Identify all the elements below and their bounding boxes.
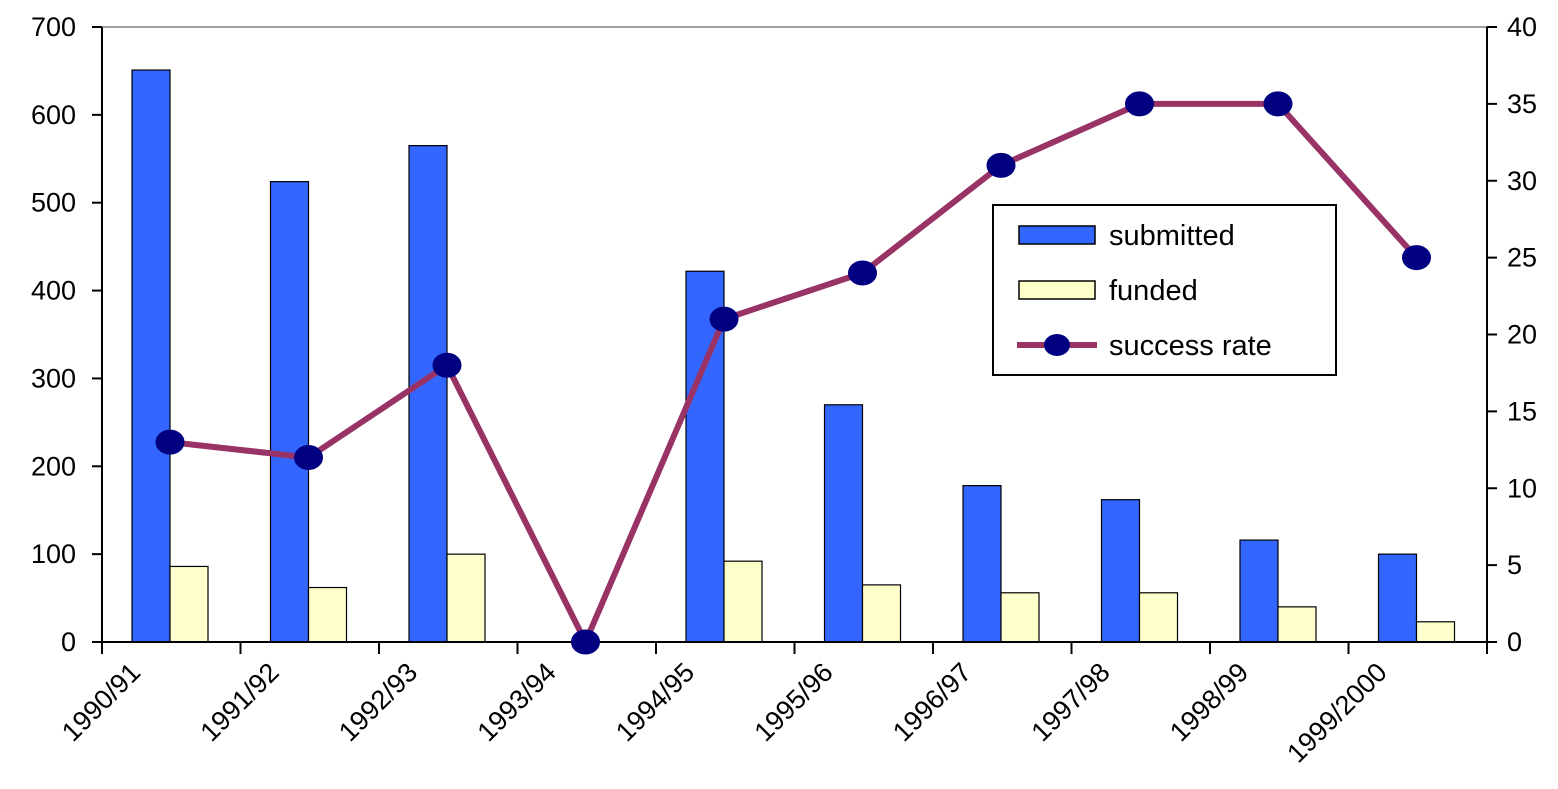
x-tick-label: 1992/93 xyxy=(333,657,423,747)
bar-submitted xyxy=(408,145,448,643)
y-left-tick-label: 0 xyxy=(61,627,76,657)
legend-swatch-submitted xyxy=(1018,225,1096,245)
y-left-tick-label: 600 xyxy=(31,100,76,130)
y-right-tick-label: 20 xyxy=(1507,320,1537,350)
point-success-rate xyxy=(571,629,600,655)
legend-label: submitted xyxy=(1109,220,1235,252)
y-left-tick-label: 400 xyxy=(31,276,76,306)
y-right-tick-label: 0 xyxy=(1507,627,1522,657)
bar-submitted xyxy=(131,69,171,643)
bar-funded xyxy=(1277,606,1317,643)
x-tick-label: 1999/2000 xyxy=(1281,657,1392,768)
bar-funded xyxy=(446,553,486,643)
point-success-rate xyxy=(709,306,739,332)
y-right-tick-label: 15 xyxy=(1507,396,1537,426)
x-tick-label: 1997/98 xyxy=(1026,657,1116,747)
bar-submitted xyxy=(269,181,310,643)
point-success-rate xyxy=(1402,245,1431,271)
x-tick-label: 1991/92 xyxy=(195,657,285,747)
point-success-rate xyxy=(848,260,877,286)
point-success-rate xyxy=(1263,91,1293,117)
x-tick-label: 1995/96 xyxy=(749,657,839,747)
bar-funded xyxy=(861,584,902,643)
point-success-rate xyxy=(986,152,1016,178)
bar-submitted xyxy=(962,485,1002,643)
legend-swatch-marker xyxy=(1044,334,1070,356)
y-right-tick-label: 25 xyxy=(1507,243,1537,273)
x-tick-label: 1993/94 xyxy=(472,657,562,747)
point-success-rate xyxy=(1125,91,1154,117)
legend-swatch-funded xyxy=(1018,280,1096,300)
point-success-rate xyxy=(294,445,323,470)
bar-submitted xyxy=(1239,539,1279,643)
point-success-rate xyxy=(155,429,185,455)
y-left-tick-label: 500 xyxy=(31,188,76,218)
bar-submitted xyxy=(823,404,864,643)
x-tick-label: 1994/95 xyxy=(610,657,700,747)
legend: submitted funded success rate xyxy=(992,204,1337,376)
x-tick-label: 1990/91 xyxy=(56,657,146,747)
y-left-tick-label: 200 xyxy=(31,451,76,481)
bar-funded xyxy=(307,586,348,643)
bar-submitted xyxy=(1100,499,1141,643)
bar-funded xyxy=(723,560,763,643)
y-left-tick-label: 100 xyxy=(31,539,76,569)
bar-funded xyxy=(169,565,209,643)
x-tick-label: 1998/99 xyxy=(1164,657,1254,747)
y-right-tick-label: 40 xyxy=(1507,12,1537,42)
y-right-tick-label: 10 xyxy=(1507,473,1537,503)
legend-label: funded xyxy=(1109,275,1198,307)
bar-submitted xyxy=(1377,553,1418,643)
bar-funded xyxy=(1000,592,1040,643)
point-success-rate xyxy=(432,352,462,378)
bar-funded xyxy=(1138,592,1179,643)
y-left-tick-label: 300 xyxy=(31,363,76,393)
y-right-tick-label: 35 xyxy=(1507,89,1537,119)
legend-label: success rate xyxy=(1109,330,1272,362)
y-right-tick-label: 30 xyxy=(1507,166,1537,196)
y-right-tick-label: 5 xyxy=(1507,550,1522,580)
line-success-rate xyxy=(169,100,1419,645)
x-tick-label: 1996/97 xyxy=(887,657,977,747)
y-left-tick-label: 700 xyxy=(31,12,76,42)
bar-funded xyxy=(1415,621,1456,643)
